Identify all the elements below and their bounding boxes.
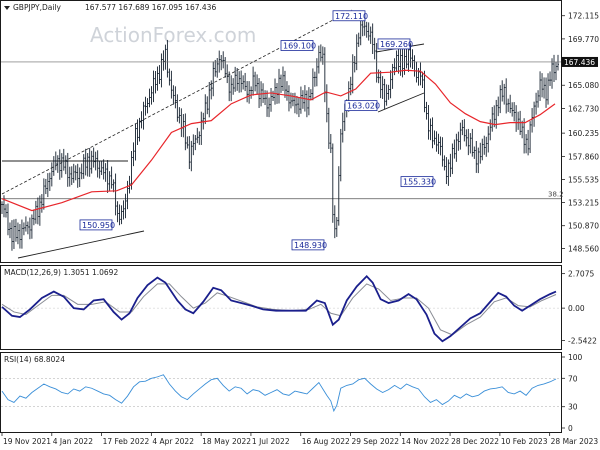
price-tick-label: 169.770 [568,35,599,44]
watermark: ActionForex.com [90,23,256,47]
price-annotation-label: 148.930 [294,241,327,250]
current-price-label: 167.436 [564,58,595,67]
price-annotation-box [377,38,411,50]
rsi-tick-label: 100 [568,353,583,362]
rsi-axis: 100 70 30 0 [1,353,583,433]
macd-tick-label: 2.7075 [568,270,594,279]
price-tick-label: 150.870 [568,222,599,231]
macd-line [1,274,557,343]
price-annotation-label: 169.100 [283,42,316,51]
macd-panel-frame [0,265,562,350]
date-tick-label: 29 Sep 2022 [352,437,400,446]
price-annotations: 150.950 148.930 169.100 163.020 172.110 169.2… [79,10,436,251]
price-annotation-label: 155.330 [403,178,436,187]
ohlc-values: 167.577 167.689 167.095 167.436 [85,3,216,12]
rsi-title: RSI(14) 68.8024 [4,355,65,364]
rsi-tick-label: 30 [568,403,578,412]
price-annotation-label: 172.110 [335,12,368,21]
price-annotation-box [79,219,113,231]
price-tick-label: 155.535 [568,176,599,185]
macd-series [1,274,557,343]
price-annotation-label: 169.260 [380,40,413,49]
date-tick-label: 17 Feb 2022 [103,437,150,446]
date-axis: 19 Nov 2021 4 Jan 2022 17 Feb 2022 4 Apr 20… [1,432,599,446]
fib-label: 38.2 [548,191,564,199]
date-tick-label: 28 Dec 2022 [451,437,499,446]
macd-axis: 2.7075 0.00 -2.5422 [1,270,597,346]
date-tick-label: 14 Nov 2022 [401,437,449,446]
trendline-lower-right [377,92,425,113]
macd-tick-label: 0.00 [568,304,585,313]
price-axis: 148.560 150.870 153.215 155.535 157.860 160.2… [561,12,599,254]
price-tick-label: 162.730 [568,104,599,113]
rsi-tick-label: 0 [568,424,573,433]
date-tick-label: 10 Feb 2023 [501,437,548,446]
ema-series [1,69,556,212]
fib-layer: 38.2 [1,191,564,200]
price-tick-label: 165.080 [568,81,599,90]
date-tick-label: 19 Nov 2021 [3,437,51,446]
date-tick-label: 28 Mar 2023 [551,437,599,446]
trendline-bottom-left [17,230,145,259]
date-tick-label: 1 Jul 2022 [252,437,290,446]
macd-tick-label: -2.5422 [568,337,597,346]
price-tick-label: 153.215 [568,199,599,208]
rsi-line [1,374,557,413]
price-annotation-box [400,176,434,188]
price-annotation-box [344,100,378,112]
date-tick-label: 16 Aug 2022 [302,437,350,446]
ema-line [1,69,556,212]
rsi-tick-label: 70 [568,374,578,383]
symbol-dropdown-icon[interactable] [4,6,10,10]
price-tick-label: 148.560 [568,245,599,254]
price-annotation-label: 163.020 [347,102,380,111]
macd-title: MACD(12,26,9) 1.3051 1.0692 [4,268,118,277]
price-annotation-box [332,10,366,22]
price-annotation-box [280,40,314,51]
date-tick-label: 4 Apr 2022 [152,437,194,446]
current-price-marker: 167.436 [1,56,598,67]
price-tick-label: 172.115 [568,12,599,21]
rsi-series [1,374,557,413]
current-price-box [562,56,598,67]
price-annotation-box [291,239,325,251]
price-tick-label: 160.235 [568,129,599,138]
symbol-label: GBPJPY,Daily [13,3,62,12]
price-annotation-label: 150.950 [82,221,115,230]
date-tick-label: 4 Jan 2022 [53,437,93,446]
date-tick-label: 18 May 2022 [202,437,251,446]
price-tick-label: 157.860 [568,153,599,162]
